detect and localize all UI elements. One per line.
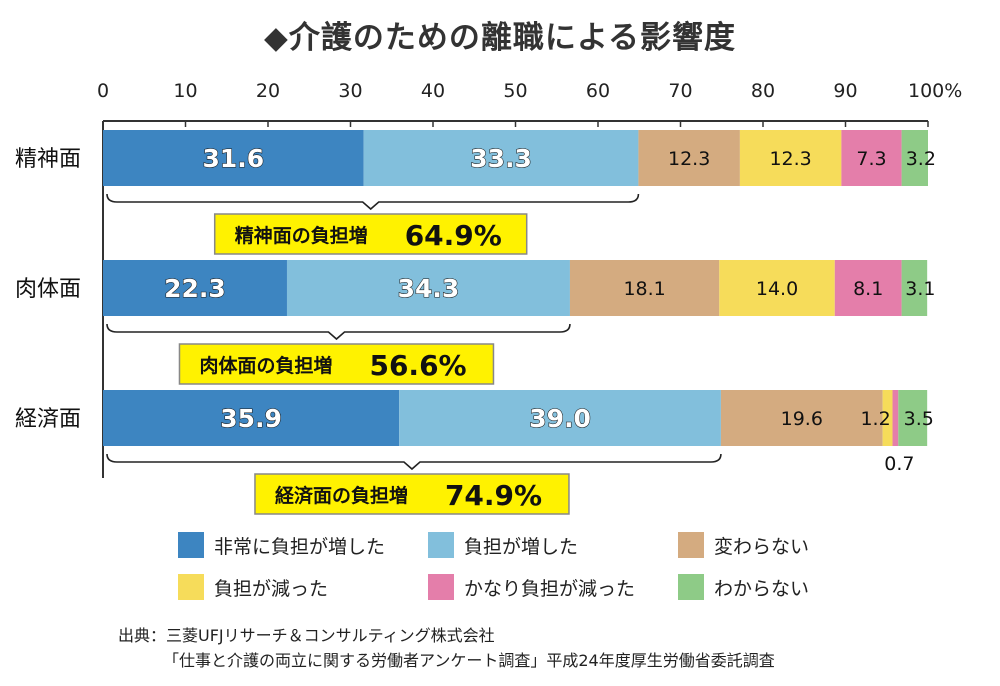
legend-swatch (428, 532, 454, 558)
legend-swatch (178, 574, 204, 600)
legend-item-1: 負担が増した (428, 530, 678, 560)
bar-segment (720, 390, 883, 446)
bar-segment (638, 130, 740, 186)
legend-label: わからない (714, 577, 810, 600)
callout-value: 74.9% (445, 479, 542, 512)
bar-segment (901, 130, 928, 186)
stacked-bar-chart: 0 10 20 30 40 50 60 70 80 90 100% 精神面 31.6 33.3 12.3 12… (15, 80, 962, 515)
x-tick-label: 40 (421, 80, 445, 102)
bar-segment (892, 390, 899, 446)
data-label: 33.3 (470, 144, 532, 173)
legend-item-0: 非常に負担が増した (178, 530, 428, 560)
bar-segment (399, 390, 721, 446)
callout-label: 精神面の負担増 (235, 224, 368, 247)
data-label: 3.5 (904, 408, 934, 430)
bar-segment (901, 260, 928, 316)
source-line-1: 出典：三菱UFJリサーチ＆コンサルティング株式会社 (118, 626, 495, 645)
bar-segment (739, 130, 842, 186)
bar-segment (103, 390, 400, 446)
data-label: 31.6 (203, 144, 265, 173)
bar-segment (103, 130, 364, 186)
callout-box (178, 343, 495, 385)
data-label: 34.3 (398, 274, 460, 303)
legend-item-2: 変わらない (678, 530, 858, 560)
data-label: 18.1 (623, 278, 665, 300)
callout-label: 肉体面の負担増 (199, 354, 332, 377)
legend-item-4: かなり負担が減った (428, 572, 678, 602)
category-label: 経済面 (15, 407, 81, 432)
bar-segment (898, 390, 928, 446)
data-label: 22.3 (164, 274, 226, 303)
legend-label: 変わらない (714, 535, 810, 558)
legend-swatch (428, 574, 454, 600)
x-tick-label: 90 (833, 80, 857, 102)
bar-segment (841, 130, 902, 186)
data-label: 19.6 (781, 408, 823, 430)
legend-label: 負担が増した (464, 535, 579, 558)
chart-title: ◆介護のための離職による影響度 (264, 20, 736, 56)
data-label: 12.3 (668, 148, 710, 170)
x-tick-label: 70 (668, 80, 692, 102)
bar-segment (569, 260, 720, 316)
bracket (106, 323, 571, 341)
x-tick-label: 80 (751, 80, 775, 102)
x-tick-label: 60 (586, 80, 610, 102)
bracket (106, 453, 722, 471)
legend-label: 負担が減った (214, 577, 329, 600)
bar-segment (719, 260, 835, 316)
legend-swatch (178, 532, 204, 558)
data-label: 0.7 (884, 453, 914, 475)
data-label: 7.3 (856, 148, 886, 170)
legend-item-5: わからない (678, 572, 858, 602)
legend-swatch (678, 532, 704, 558)
x-tick-label: 50 (503, 80, 527, 102)
x-tick-label: 30 (338, 80, 362, 102)
x-tick-label: 0 (97, 80, 109, 102)
x-tick-label: 100% (908, 80, 962, 102)
callout-value: 56.6% (369, 349, 466, 382)
legend: 非常に負担が増した 負担が増した 変わらない 負担が減った かなり負担が減った … (178, 530, 858, 602)
data-label: 39.0 (529, 404, 591, 433)
data-label: 35.9 (220, 404, 282, 433)
callout-value: 64.9% (405, 219, 502, 252)
legend-label: 非常に負担が増した (214, 535, 386, 558)
callout-box (213, 213, 528, 255)
source-note: 出典：三菱UFJリサーチ＆コンサルティング株式会社 「仕事と介護の両立に関する労… (118, 623, 775, 673)
legend-swatch (678, 574, 704, 600)
data-label: 12.3 (769, 148, 811, 170)
source-line-2: 「仕事と介護の両立に関する労働者アンケート調査」平成24年度厚生労働省委託調査 (163, 651, 775, 670)
data-label: 3.1 (905, 278, 935, 300)
x-tick-label: 20 (256, 80, 280, 102)
bar-segment (882, 390, 893, 446)
legend-item-3: 負担が減った (178, 572, 428, 602)
x-tick-label: 10 (173, 80, 197, 102)
bar-segment (286, 260, 570, 316)
bar-segment (834, 260, 902, 316)
category-label: 精神面 (15, 147, 81, 172)
legend-label: かなり負担が減った (464, 577, 636, 600)
data-label: 8.1 (853, 278, 883, 300)
callout-box (254, 473, 570, 515)
bar-segment (363, 130, 639, 186)
bracket (106, 193, 640, 211)
category-label: 肉体面 (15, 277, 81, 302)
data-label: 14.0 (756, 278, 798, 300)
data-label: 3.2 (906, 148, 936, 170)
data-label: 1.2 (860, 408, 890, 430)
bar-segment (103, 260, 287, 316)
callout-label: 経済面の負担増 (275, 484, 408, 507)
